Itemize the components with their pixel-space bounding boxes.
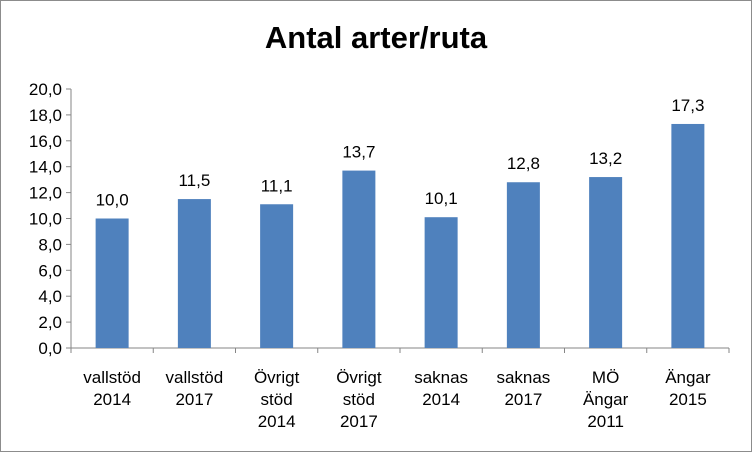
bar xyxy=(506,182,540,348)
y-tick-label: 10,0 xyxy=(29,210,62,229)
x-category-label: 2011 xyxy=(587,412,624,431)
data-label: 10,1 xyxy=(425,189,458,208)
y-tick-label: 2,0 xyxy=(38,313,62,332)
bar xyxy=(95,218,129,348)
data-label: 12,8 xyxy=(507,154,540,173)
data-label: 11,5 xyxy=(178,171,210,190)
data-label: 10,0 xyxy=(96,191,129,210)
data-label: 11,1 xyxy=(261,176,293,195)
x-category-label: 2017 xyxy=(175,390,213,409)
chart-title: Antal arter/ruta xyxy=(264,20,488,55)
data-label: 13,2 xyxy=(589,149,622,168)
x-category-label: saknas xyxy=(414,368,468,387)
y-tick-label: 16,0 xyxy=(29,132,62,151)
y-tick-label: 0,0 xyxy=(38,339,62,358)
x-category-label: Ängar xyxy=(583,390,629,409)
x-category-label: 2015 xyxy=(669,390,707,409)
x-category-label: 2017 xyxy=(340,412,378,431)
y-tick-label: 18,0 xyxy=(29,106,62,125)
x-category-label: Övrigt xyxy=(254,368,300,387)
y-tick-label: 14,0 xyxy=(29,158,62,177)
bar xyxy=(177,199,211,348)
x-category-label: vallstöd xyxy=(83,368,141,387)
bar xyxy=(260,204,294,348)
x-category-label: stöd xyxy=(343,390,375,409)
y-tick-label: 20,0 xyxy=(29,80,62,99)
x-category-label: 2014 xyxy=(93,390,131,409)
x-category-label: 2014 xyxy=(422,390,460,409)
data-label: 17,3 xyxy=(671,96,704,115)
x-category-label: Övrigt xyxy=(336,368,382,387)
data-label: 13,7 xyxy=(342,143,375,162)
bar xyxy=(589,177,623,348)
bar xyxy=(424,217,458,348)
x-category-label: stöd xyxy=(261,390,293,409)
x-category-label: MÖ xyxy=(592,368,619,387)
y-tick-label: 6,0 xyxy=(38,261,62,280)
bar xyxy=(342,170,376,348)
y-tick-label: 4,0 xyxy=(38,287,62,306)
y-tick-label: 12,0 xyxy=(29,184,62,203)
x-category-label: 2014 xyxy=(258,412,296,431)
x-category-label: vallstöd xyxy=(166,368,224,387)
y-tick-label: 8,0 xyxy=(38,235,62,254)
x-category-label: saknas xyxy=(496,368,550,387)
x-category-label: 2017 xyxy=(504,390,542,409)
x-category-label: Ängar xyxy=(665,368,711,387)
bar xyxy=(671,123,705,348)
